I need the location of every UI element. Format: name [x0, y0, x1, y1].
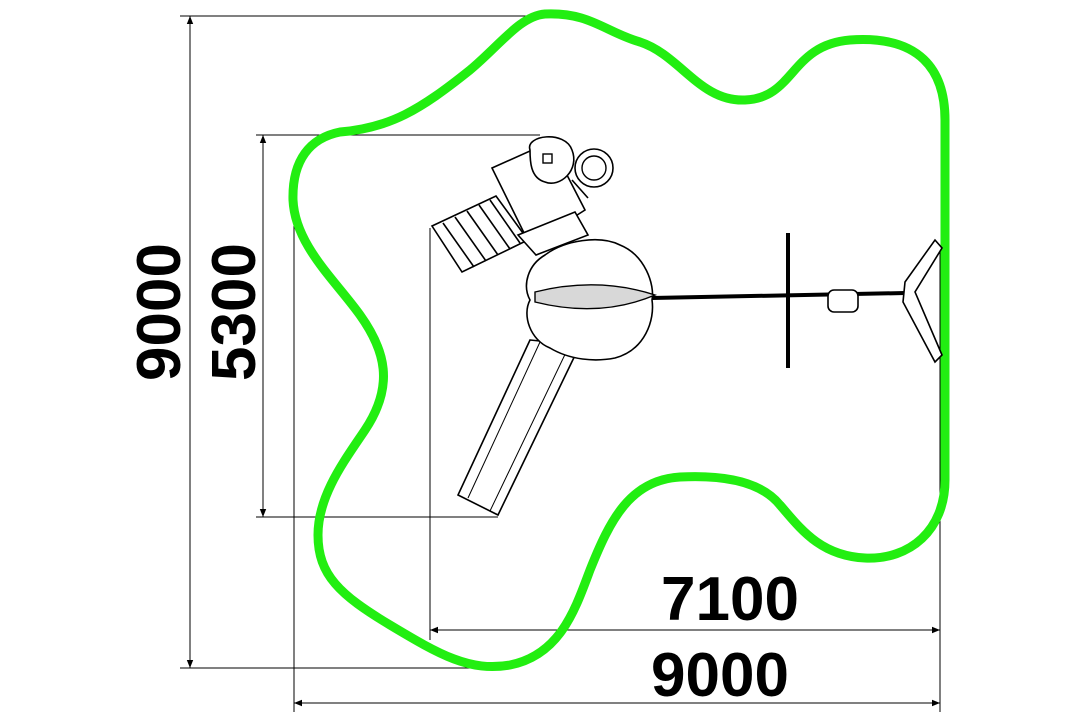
playground-equipment — [430, 136, 943, 517]
ladder — [430, 194, 530, 274]
tower — [490, 136, 614, 256]
dim-label-inner-width: 7100 — [661, 565, 799, 634]
ladder-rung-4 — [478, 204, 511, 250]
ladder-rung-2 — [454, 216, 487, 262]
ladder-rung-1 — [442, 222, 475, 268]
steering-wheel-inner — [581, 155, 607, 181]
dim-label-total-width: 9000 — [651, 641, 789, 710]
tower-step — [516, 210, 590, 256]
central-deck — [525, 239, 657, 361]
swing-frame — [651, 233, 943, 368]
deck-walkway — [534, 284, 657, 310]
dim-label-inner-height: 5300 — [200, 243, 269, 381]
swing-seat — [827, 289, 859, 313]
steering-wheel-outer — [574, 148, 614, 188]
slide — [456, 339, 582, 517]
slide-body — [456, 339, 582, 517]
a-frame-leg — [902, 238, 943, 364]
extension-lines — [180, 15, 941, 712]
ladder-rung-3 — [466, 210, 499, 256]
swing-top-beam — [651, 291, 906, 300]
slide-rail-right — [489, 343, 571, 512]
steering-wheel-mount — [571, 179, 589, 199]
slide-rail-left — [467, 341, 541, 499]
dimension-lines — [186, 16, 940, 707]
safety-zone-outline — [288, 9, 950, 672]
roof-bolt-square — [542, 153, 553, 164]
ladder-rung-5 — [489, 199, 521, 244]
dim-label-total-height: 9000 — [125, 243, 194, 381]
